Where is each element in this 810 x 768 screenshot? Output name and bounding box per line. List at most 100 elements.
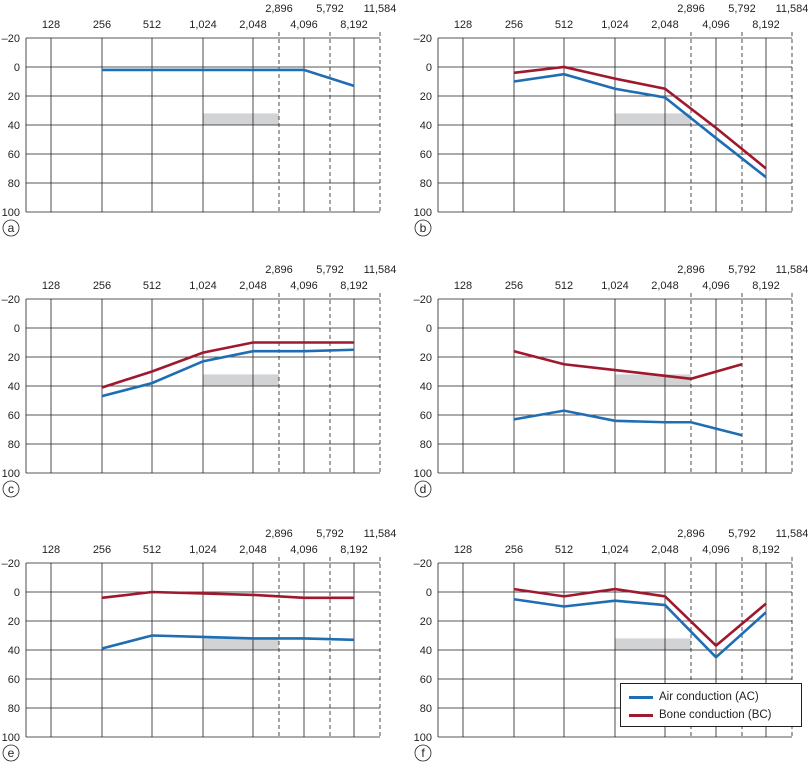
y-tick-label: 0: [14, 587, 20, 599]
shaded-band: [615, 374, 691, 386]
panel-f: –20 0 20 40 60 80 100 128 256 512 1,024 2,048 4,096 8…: [414, 528, 808, 762]
x-tick-label: 1,024: [601, 544, 629, 556]
series-air-conduction: [101, 348, 355, 398]
x-tick-label-top: 5,792: [316, 264, 344, 276]
y-tick-label: 100: [2, 732, 20, 744]
y-tick-label: 80: [8, 178, 20, 190]
y-tick-label: 20: [8, 352, 20, 364]
panel-label-circle: [2, 219, 20, 237]
x-tick-label-top: 5,792: [728, 528, 756, 540]
legend-swatch-bone: [629, 713, 653, 717]
x-tick-label: 128: [42, 280, 60, 292]
y-tick-label: –20: [414, 33, 432, 45]
y-tick-label: 100: [2, 207, 20, 219]
panel-a: –20 0 20 40 60 80 100 128 256 512 1,024 2,048 4,096 8…: [2, 3, 397, 237]
series-bone-conduction: [513, 349, 743, 381]
x-tick-label: 1,024: [601, 280, 629, 292]
shaded-band: [615, 113, 691, 125]
x-tick-label: 512: [555, 544, 573, 556]
panel-label: f: [421, 746, 425, 760]
y-tick-label: 0: [426, 323, 432, 335]
x-tick-label-top: 11,584: [776, 3, 809, 15]
legend-label-bone: Bone conduction (BC): [659, 709, 772, 721]
x-tick-label-top: 11,584: [364, 3, 397, 15]
y-tick-label: 80: [420, 439, 432, 451]
x-tick-label-top: 2,896: [677, 528, 705, 540]
x-tick-label-top: 2,896: [677, 264, 705, 276]
y-tick-label: 40: [8, 120, 20, 132]
x-tick-label: 2,048: [651, 544, 679, 556]
x-tick-label: 128: [454, 280, 472, 292]
y-tick-label: 20: [420, 616, 432, 628]
x-tick-label: 128: [454, 544, 472, 556]
x-tick-label-top: 2,896: [265, 528, 293, 540]
x-tick-label-top: 11,584: [776, 264, 809, 276]
x-tick-label: 256: [93, 280, 111, 292]
x-tick-label-top: 5,792: [728, 3, 756, 15]
x-tick-label: 4,096: [290, 19, 318, 31]
series-air-conduction: [513, 597, 767, 660]
panel-label: d: [420, 482, 427, 496]
panel-b: –20 0 20 40 60 80 100 128 256 512 1,024 2,048 4,096 8…: [414, 3, 809, 237]
y-tick-label: 60: [420, 149, 432, 161]
legend-item-air-conduction: Air conduction (AC): [629, 688, 759, 706]
y-tick-label: –20: [2, 558, 20, 570]
x-tick-label-top: 5,792: [728, 264, 756, 276]
legend-item-bone-conduction: Bone conduction (BC): [629, 706, 772, 724]
legend: Air conduction (AC) Bone conduction (BC): [620, 683, 802, 727]
x-tick-label: 1,024: [189, 19, 217, 31]
x-tick-label-top: 11,584: [364, 264, 397, 276]
panel-c: –20 0 20 40 60 80 100 128 256 512 1,024 2,048 4,096 8…: [2, 264, 397, 498]
x-tick-label: 8,192: [340, 544, 368, 556]
x-tick-label: 4,096: [702, 280, 730, 292]
series-air-conduction: [101, 634, 355, 650]
y-tick-label: –20: [2, 33, 20, 45]
panel-label: e: [8, 746, 15, 760]
series-bone-conduction: [513, 587, 767, 648]
x-tick-label: 2,048: [239, 544, 267, 556]
x-tick-label: 512: [555, 19, 573, 31]
panel-label: c: [8, 482, 14, 496]
y-tick-label: 80: [8, 703, 20, 715]
x-tick-label: 2,048: [239, 19, 267, 31]
x-tick-label-top: 2,896: [677, 3, 705, 15]
x-tick-label: 128: [454, 19, 472, 31]
x-tick-label: 8,192: [752, 544, 780, 556]
panel-label: b: [420, 221, 427, 235]
shaded-band: [203, 113, 279, 125]
x-tick-label: 128: [42, 19, 60, 31]
x-tick-label: 1,024: [189, 544, 217, 556]
x-tick-label: 8,192: [752, 19, 780, 31]
series-air-conduction: [102, 68, 355, 88]
y-tick-label: 100: [414, 732, 432, 744]
y-tick-label: –20: [2, 294, 20, 306]
series-bone-conduction: [101, 341, 354, 389]
legend-label-air: Air conduction (AC): [659, 691, 759, 703]
x-tick-label: 256: [93, 544, 111, 556]
y-tick-label: –20: [414, 558, 432, 570]
y-tick-label: 0: [426, 62, 432, 74]
series-bone-conduction: [101, 590, 354, 600]
x-tick-label-top: 5,792: [316, 3, 344, 15]
panel-label: a: [8, 221, 15, 235]
y-tick-label: 40: [8, 381, 20, 393]
x-tick-label: 4,096: [290, 280, 318, 292]
y-tick-label: 20: [8, 616, 20, 628]
x-tick-label: 512: [143, 19, 161, 31]
x-tick-label-top: 5,792: [316, 528, 344, 540]
shaded-band: [203, 638, 279, 650]
y-tick-label: 20: [420, 352, 432, 364]
x-tick-label: 1,024: [189, 280, 217, 292]
x-tick-label: 2,048: [651, 19, 679, 31]
y-tick-label: 60: [420, 674, 432, 686]
y-tick-label: 100: [2, 468, 20, 480]
x-tick-label: 4,096: [702, 19, 730, 31]
legend-swatch-air: [629, 695, 653, 699]
y-tick-label: 40: [420, 645, 432, 657]
x-tick-label: 512: [143, 280, 161, 292]
y-tick-label: 80: [420, 703, 432, 715]
y-tick-label: 40: [420, 381, 432, 393]
y-tick-label: 100: [414, 207, 432, 219]
x-tick-label-top: 11,584: [364, 528, 397, 540]
panel-e: –20 0 20 40 60 80 100 128 256 512 1,024 2,048 4,096 8…: [2, 528, 397, 762]
